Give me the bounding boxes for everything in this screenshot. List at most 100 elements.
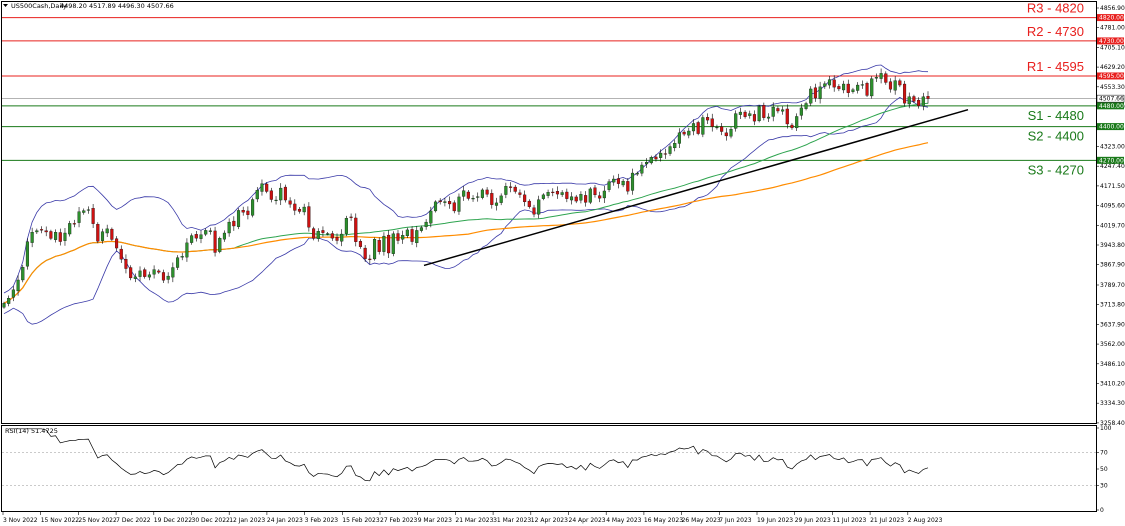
candle — [856, 82, 860, 94]
collapse-triangle-icon[interactable] — [3, 4, 8, 7]
price-tick-label: 3410.20 — [1100, 380, 1125, 387]
time-tick-label: 24 Jan 2023 — [267, 517, 303, 524]
candle — [766, 113, 771, 123]
candle — [621, 178, 625, 188]
candle — [452, 200, 456, 214]
level-price-tag: 4270.00 — [1097, 156, 1124, 164]
candle — [673, 139, 677, 152]
candle — [279, 183, 283, 206]
candle — [926, 91, 930, 104]
candle — [537, 195, 541, 219]
current-price-tag: 4507.66 — [1096, 94, 1125, 103]
candle — [785, 104, 789, 129]
level-price-tag: 4730.00 — [1097, 37, 1124, 45]
candle — [372, 237, 377, 261]
candle — [607, 179, 611, 193]
candle — [546, 189, 550, 199]
candle — [368, 254, 372, 264]
level-label-3: S1 - 4480 — [1028, 108, 1084, 123]
candle — [340, 229, 344, 247]
candle — [734, 110, 738, 132]
time-tick-label: 26 May 2023 — [682, 517, 721, 524]
candle — [387, 230, 391, 258]
candle — [349, 213, 353, 221]
level-label-2: R1 - 4595 — [1027, 59, 1084, 74]
candle — [358, 239, 363, 249]
time-tick-label: 25 Nov 2022 — [78, 517, 117, 524]
candle — [457, 193, 461, 215]
candle — [860, 80, 864, 89]
trendline[interactable] — [423, 108, 969, 267]
candle — [654, 154, 658, 162]
price-tick-label: 3562.00 — [1100, 341, 1125, 348]
candle — [307, 202, 311, 232]
price-tick-label: 3867.90 — [1100, 262, 1125, 269]
price-tick-label: 4171.50 — [1100, 183, 1125, 190]
candle — [110, 227, 114, 242]
candle — [462, 186, 466, 201]
candle — [781, 106, 785, 115]
rsi-tick-label: 50 — [1100, 466, 1108, 473]
candle — [377, 237, 381, 255]
price-axis: 4856.904781.004705.104629.204553.304477.… — [1096, 5, 1125, 427]
candle — [762, 102, 766, 121]
candle — [921, 92, 925, 111]
candle — [288, 197, 292, 208]
candle — [682, 130, 686, 137]
candle — [335, 233, 339, 245]
candle — [593, 185, 597, 198]
candle — [649, 155, 653, 165]
candle — [884, 71, 888, 85]
candle — [157, 269, 161, 274]
candle — [180, 252, 184, 261]
candle — [560, 190, 564, 197]
time-tick-label: 12 Jan 2023 — [229, 517, 265, 524]
candle — [837, 84, 841, 92]
time-tick-label: 21 Mar 2023 — [455, 517, 493, 524]
candle — [391, 231, 395, 257]
candle — [208, 227, 212, 235]
time-tick-label: 19 Dec 2022 — [154, 517, 193, 524]
candle — [691, 119, 696, 136]
time-tick-label: 21 Jul 2023 — [870, 517, 904, 524]
candle — [471, 195, 475, 202]
candle — [72, 219, 76, 228]
candle — [77, 207, 81, 228]
candle — [419, 225, 423, 233]
candle — [729, 127, 733, 139]
candle — [888, 78, 893, 93]
candle — [509, 182, 513, 193]
candle — [645, 158, 649, 169]
level-price-tag: 4480.00 — [1097, 102, 1124, 110]
ohlc-label: 4498.20 4517.89 4496.30 4507.66 — [60, 2, 174, 10]
candle — [30, 227, 34, 248]
candle — [579, 191, 583, 204]
price-tick-label: 3713.80 — [1100, 302, 1125, 309]
candle — [265, 182, 269, 194]
candle — [363, 244, 367, 262]
candle — [527, 199, 531, 209]
candle — [790, 123, 794, 130]
price-tick-label: 4095.60 — [1100, 203, 1125, 210]
candle — [255, 187, 259, 203]
rsi-pane — [1, 425, 1097, 512]
candle — [616, 173, 620, 189]
candle — [443, 197, 447, 207]
candle — [701, 114, 705, 138]
candle — [415, 226, 419, 248]
candle — [96, 222, 100, 244]
candle — [405, 227, 409, 239]
candle — [466, 189, 470, 201]
candle — [870, 76, 874, 99]
candle — [659, 149, 663, 162]
price-tick-label: 3334.30 — [1100, 400, 1125, 407]
time-tick-label: 29 Jun 2023 — [795, 517, 831, 524]
rsi-indicator: 100 70 50 30 0 — [2, 425, 1112, 514]
time-tick-label: 16 May 2023 — [644, 517, 683, 524]
candle — [523, 190, 527, 207]
price-tick-label: 3637.90 — [1100, 321, 1125, 328]
candle — [640, 162, 644, 177]
candle — [302, 203, 306, 216]
time-tick-label: 3 Feb 2023 — [305, 517, 339, 524]
